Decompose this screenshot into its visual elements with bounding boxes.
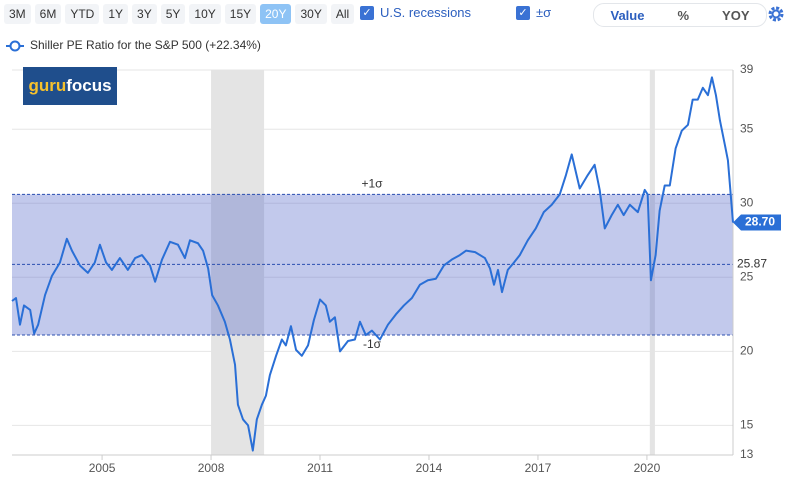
range-button[interactable]: All bbox=[330, 4, 355, 24]
mode-button[interactable]: Value bbox=[610, 7, 645, 23]
checkbox[interactable]: ✓ bbox=[360, 5, 374, 20]
label: U.S. recessions bbox=[380, 5, 472, 20]
range-button[interactable]: 3Y bbox=[132, 4, 157, 24]
recession-band bbox=[649, 70, 655, 455]
y-tick-label: 13 bbox=[740, 447, 754, 461]
recession-toggle[interactable]: ✓ U.S. recessions bbox=[360, 5, 471, 20]
y-tick-label: 15 bbox=[740, 418, 754, 432]
recession-band bbox=[211, 70, 265, 455]
y-tick-label: 35 bbox=[740, 121, 754, 135]
sigma-band bbox=[12, 194, 733, 336]
range-button[interactable]: YTD bbox=[65, 4, 100, 24]
settings-icon[interactable] bbox=[768, 6, 784, 22]
sigma-toggle[interactable]: ✓ ±σ bbox=[516, 5, 551, 20]
logo: gurufocus bbox=[28, 76, 111, 95]
checkbox[interactable]: ✓ bbox=[516, 5, 530, 20]
range-button[interactable]: 30Y bbox=[295, 4, 327, 24]
range-bar: 3M 6M YTD 1Y 3Y 5Y 10Y 15Y 20Y 30Y All bbox=[4, 4, 355, 24]
current-label: 28.70 bbox=[745, 215, 775, 229]
label: ±σ bbox=[536, 5, 552, 20]
range-button[interactable]: 3M bbox=[4, 4, 31, 24]
y-tick-label: 30 bbox=[740, 195, 754, 209]
x-tick-label: 2005 bbox=[89, 461, 116, 475]
sigma-label: +1σ bbox=[361, 177, 383, 191]
y-tick-label: 20 bbox=[740, 344, 754, 358]
mode-button[interactable]: % bbox=[677, 7, 690, 23]
sigma-label: -1σ bbox=[363, 337, 382, 351]
current-marker bbox=[733, 214, 781, 231]
logo-box bbox=[23, 67, 117, 105]
x-tick-label: 2017 bbox=[525, 461, 552, 475]
legend-marker bbox=[9, 40, 21, 52]
mode-switch: Value% YOY bbox=[593, 3, 767, 27]
mean-label: 25.87 bbox=[737, 257, 767, 271]
legend-label: Shiller PE Ratio for the S&P 500 (+22.34… bbox=[30, 38, 261, 52]
series-line bbox=[11, 76, 734, 452]
range-button[interactable]: 15Y bbox=[224, 4, 257, 24]
range-button[interactable]: 20Y bbox=[260, 4, 292, 24]
range-button[interactable]: 10Y bbox=[189, 4, 221, 24]
x-tick-label: 2011 bbox=[307, 461, 333, 475]
y-tick-label: 25 bbox=[740, 269, 754, 283]
x-tick-label: 2008 bbox=[198, 461, 225, 475]
mode-button[interactable]: YOY bbox=[722, 7, 750, 23]
y-tick-label: 39 bbox=[740, 62, 754, 76]
x-tick-label: 2014 bbox=[416, 461, 443, 475]
range-button[interactable]: 6M bbox=[34, 4, 62, 24]
x-tick-label: 2020 bbox=[634, 461, 661, 475]
range-button[interactable]: 1Y bbox=[103, 4, 129, 24]
range-button[interactable]: 5Y bbox=[160, 4, 186, 24]
